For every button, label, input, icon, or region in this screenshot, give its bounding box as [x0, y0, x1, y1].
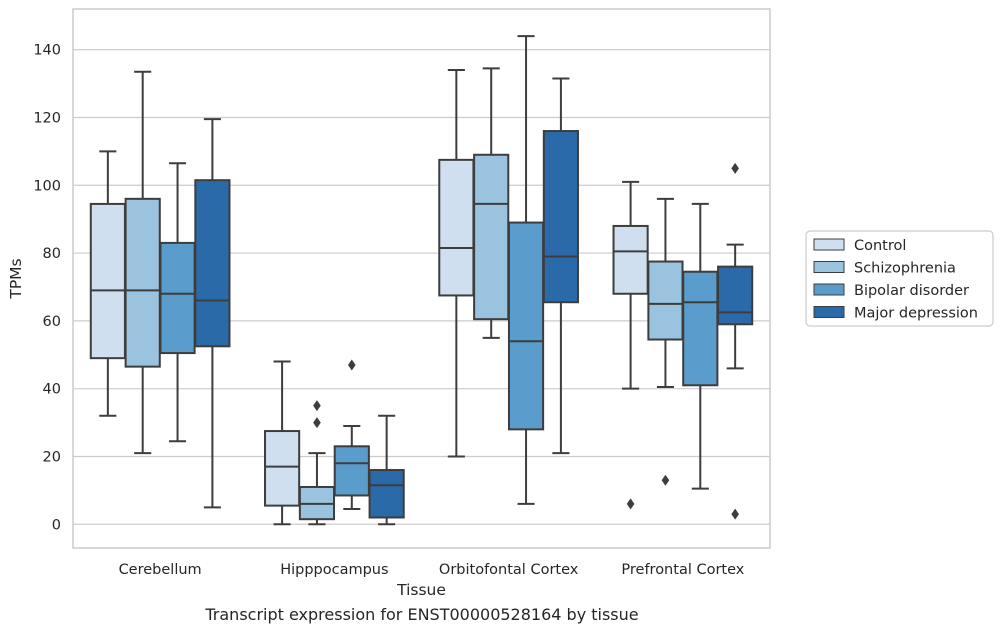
box-control — [89, 150, 126, 417]
legend: Control Schizophrenia Bipolar disorder Majo… — [805, 230, 994, 327]
box-control — [438, 69, 475, 458]
x-tick-label: Orbitofontal Cortex — [439, 562, 579, 578]
legend-swatch — [813, 306, 845, 318]
y-tick-label: 60 — [43, 314, 61, 330]
box-major-depression — [368, 414, 405, 526]
x-tick-label: Prefrontal Cortex — [621, 562, 744, 578]
outlier-point — [661, 474, 670, 486]
box-control — [612, 180, 649, 510]
legend-label: Schizophrenia — [854, 261, 956, 277]
legend-swatch — [813, 261, 845, 273]
box-body — [473, 153, 510, 321]
y-tick-label: 140 — [33, 43, 61, 59]
legend-frame — [805, 230, 994, 327]
box-schizophrenia — [298, 400, 336, 526]
box-schizophrenia — [124, 70, 161, 455]
y-axis-label: TPMs — [7, 258, 25, 299]
box-bipolar-disorder — [333, 359, 370, 511]
x-tick-label: Hipppocampus — [280, 562, 388, 578]
y-tick-label: 120 — [33, 110, 61, 126]
y-tick-label: 100 — [33, 178, 61, 194]
box-body — [264, 430, 301, 507]
x-tick-label: Cerebellum — [119, 562, 202, 578]
legend-swatch — [813, 283, 845, 296]
box-body — [507, 221, 545, 431]
box-body — [612, 224, 649, 295]
box-control — [264, 360, 301, 526]
box-major-depression — [717, 162, 754, 520]
box-body — [717, 265, 754, 326]
outlier-point — [313, 417, 321, 429]
x-axis-label: Tissue — [396, 581, 446, 599]
legend-swatch — [813, 238, 845, 251]
outlier-point — [313, 400, 321, 412]
box-body — [89, 202, 126, 360]
box-body — [542, 130, 579, 304]
y-tick-label: 40 — [43, 382, 61, 398]
outlier-point — [348, 359, 356, 371]
box-body — [124, 197, 161, 368]
box-schizophrenia — [473, 67, 510, 339]
plot-frame — [72, 8, 771, 549]
outlier-point — [731, 162, 739, 174]
box-major-depression — [194, 118, 231, 509]
box-major-depression — [542, 77, 579, 455]
legend-label: Major depression — [854, 306, 978, 322]
box-bipolar-disorder — [682, 202, 719, 490]
y-tick-label: 20 — [43, 449, 61, 465]
legend-label: Control — [854, 238, 906, 254]
box-body — [333, 445, 370, 497]
box-body — [682, 270, 719, 387]
box-bipolar-disorder — [507, 35, 545, 505]
y-tick-label: 0 — [52, 517, 61, 533]
box-body — [438, 158, 475, 297]
figure-caption: Transcript expression for ENST0000052816… — [205, 605, 639, 624]
box-body — [368, 469, 405, 519]
legend-label: Bipolar disorder — [854, 283, 969, 299]
box-body — [159, 241, 196, 355]
box-bipolar-disorder — [159, 162, 196, 443]
y-tick-label: 80 — [43, 246, 61, 262]
box-body — [194, 179, 231, 348]
outlier-point — [626, 498, 635, 510]
outlier-point — [731, 508, 739, 520]
box-body — [647, 260, 684, 341]
